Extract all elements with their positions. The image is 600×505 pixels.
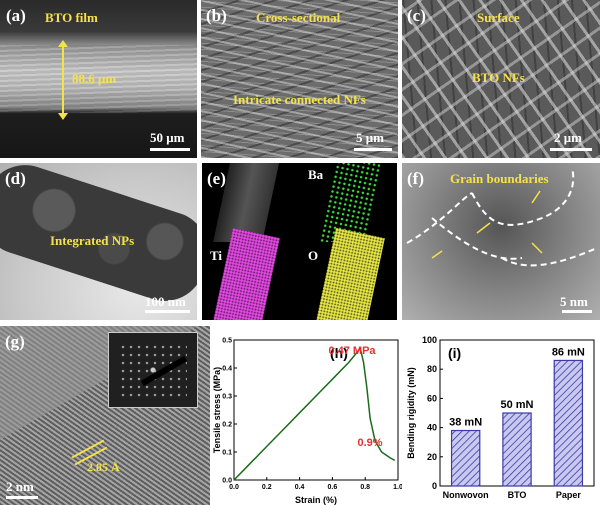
y-axis-label: Tensile stress (MPa) (212, 367, 222, 453)
y-tick-label: 0.4 (222, 366, 232, 373)
y-tick-label: 100 (422, 335, 437, 345)
panel-i-bending-rigidity-chart: (i) Bending rigidity (mN) 0 20 40 60 80 100 3… (406, 335, 595, 500)
thickness-label: 88.6 μm (72, 71, 117, 86)
y-tick-label: 0.2 (222, 422, 232, 429)
bar-value-label: 86 mN (552, 346, 585, 358)
panel-label-f: (f) (407, 169, 424, 188)
lattice-spacing-label: 2.85 Å (87, 460, 120, 474)
arrow-head-top (58, 40, 68, 47)
scale-label-d: 100 nm (145, 294, 186, 309)
boundary-3 (431, 217, 523, 260)
panel-c-sem-surface: (c) Surface BTO NFs 2 μm (402, 0, 600, 158)
x-tick-label: Nonwovon (443, 490, 489, 500)
x-tick-label: 0.0 (229, 484, 239, 491)
bar-value-label: 50 mN (500, 399, 533, 411)
panel-f-hrtem: (f) Grain boundaries 5 nm (402, 163, 600, 320)
panel-d-tem: (d) Integrated NPs 100 nm (0, 163, 197, 320)
x-tick-label: 0.8 (360, 484, 370, 491)
x-tick-label: 0.4 (295, 484, 305, 491)
x-tick-label: Paper (556, 490, 582, 500)
fiber-texture-b (201, 0, 398, 158)
scale-label-f: 5 nm (560, 294, 588, 309)
y-tick-label: 0.1 (222, 450, 232, 457)
panel-g-hrtem-lattice: 2.85 Å (g) 2 nm (0, 326, 210, 505)
y-tick-label: 60 (427, 393, 437, 403)
panel-f-title: Grain boundaries (450, 171, 549, 186)
x-tick-label: BTO (508, 490, 527, 500)
panel-d-title: Integrated NPs (50, 233, 135, 248)
strain-annotation: 0.9% (357, 437, 382, 449)
panel-label-c: (c) (407, 6, 426, 25)
lattice-mark-3 (531, 190, 541, 204)
boundary-4 (501, 247, 598, 267)
stress-strain-series (233, 346, 396, 481)
scale-bar-d (145, 310, 190, 313)
scale-bar-f (562, 310, 592, 313)
panel-b-title: Cross-sectional (256, 10, 341, 25)
eds-label-o: O (308, 248, 319, 263)
y-tick-label: 20 (427, 452, 437, 462)
eds-label-ba: Ba (308, 167, 324, 182)
scale-bar-c (550, 148, 592, 151)
eds-ba-tile: Ba (300, 163, 397, 257)
panel-a-sem-film: (a) BTO film 88.6 μm 50 μm (0, 0, 197, 158)
bar-nonwovon (450, 429, 481, 487)
panel-label-e: (e) (207, 169, 226, 188)
saed-inset (108, 332, 198, 408)
panel-b-sem-cross-section: (b) Cross-sectional Intricate connected … (201, 0, 398, 158)
panel-c-title: Surface (477, 10, 520, 25)
x-tick-label: 0.2 (262, 484, 272, 491)
grain-boundary-lines (406, 167, 598, 267)
scale-bar-g (6, 496, 38, 499)
bar-bto (502, 412, 532, 487)
panel-e-eds-maps: Ba Ti O (e) (202, 163, 397, 320)
film-texture (0, 45, 197, 113)
y-axis-label: Bending rigidity (mN) (406, 367, 416, 459)
scale-label-c: 2 μm (554, 130, 582, 145)
eds-label-ti: Ti (210, 248, 223, 263)
panel-a-title: BTO film (45, 10, 98, 25)
panel-label-h: (h) (330, 345, 348, 361)
panel-label-a: (a) (6, 6, 26, 25)
scale-bar-b (354, 148, 392, 151)
lattice-mark-4 (531, 242, 543, 254)
plot-frame (233, 339, 399, 481)
scale-label-g: 2 nm (6, 479, 34, 494)
peak-stress-annotation: 0.47 MPa (328, 345, 376, 357)
panel-label-i: (i) (448, 345, 461, 361)
eds-image-tile (202, 163, 298, 257)
y-tick-label: 0.3 (222, 394, 232, 401)
panel-c-subtitle: BTO NFs (472, 70, 525, 85)
x-tick-label: 1.0 (393, 484, 402, 491)
x-axis-label: Strain (%) (295, 495, 337, 505)
fiber-texture-c (402, 0, 600, 158)
y-tick-label: 0.0 (222, 478, 232, 485)
scale-label-b: 5 μm (356, 130, 384, 145)
boundary-2 (471, 167, 575, 226)
lattice-mark-2 (476, 222, 491, 234)
panel-label-g: (g) (5, 332, 25, 351)
bar-value-label: 38 mN (449, 417, 482, 429)
eds-o-tile: O (300, 227, 397, 320)
arrow-head-bottom (58, 113, 68, 120)
panel-h-stress-strain-chart: (h) Tensile stress (MPa) Strain (%) 0.0 0… (212, 338, 402, 505)
panel-label-d: (d) (5, 169, 26, 188)
scale-bar-a (150, 148, 190, 151)
y-tick-label: 0.5 (222, 338, 232, 345)
eds-ti-tile: Ti (202, 228, 298, 320)
scale-label-a: 50 μm (150, 130, 185, 145)
x-tick-label: 0.6 (328, 484, 338, 491)
hrtem-texture-f (402, 163, 600, 320)
boundary-1 (406, 192, 473, 244)
thickness-arrow (62, 43, 64, 115)
lattice-mark-1 (431, 250, 443, 259)
y-tick-label: 80 (427, 364, 437, 374)
panel-label-b: (b) (206, 6, 227, 25)
bar-paper (553, 359, 584, 487)
y-tick-label: 40 (427, 423, 437, 433)
panel-b-subtitle: Intricate connected NFs (233, 92, 366, 107)
y-tick-label: 0 (432, 481, 437, 491)
